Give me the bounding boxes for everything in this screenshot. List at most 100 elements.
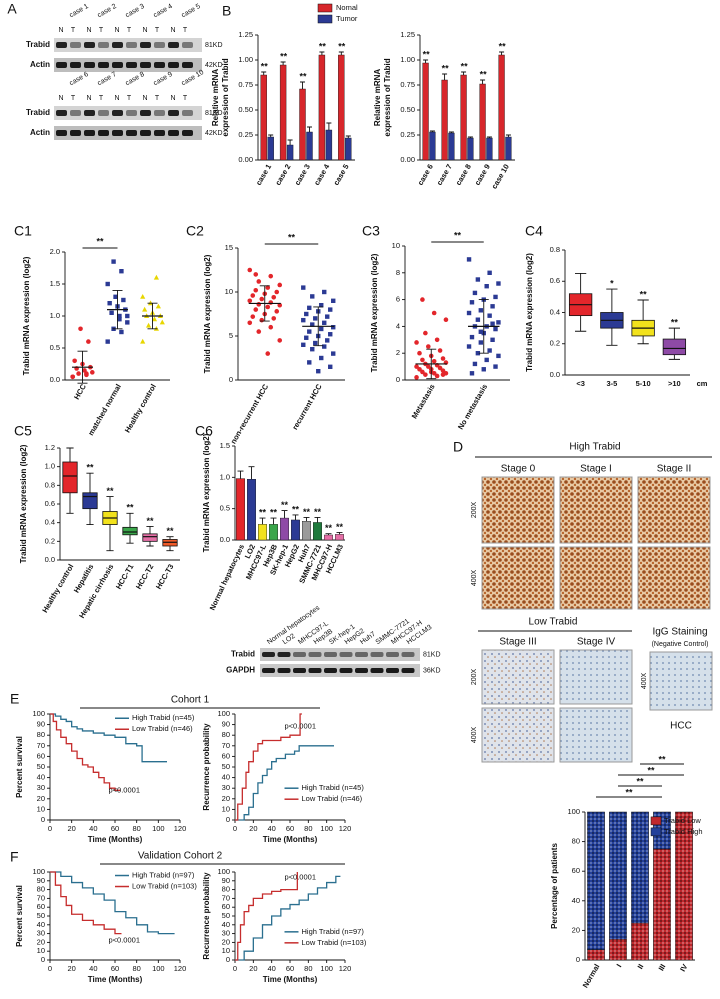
point [78, 326, 83, 332]
y-tick-label: 80 [37, 885, 45, 894]
y-tick-label: 1.00 [238, 55, 253, 64]
x-tick-label: 60 [286, 964, 294, 973]
y-axis-label: Trabid mRNA expression (log2) [19, 444, 28, 563]
blot-band [339, 652, 353, 657]
y-tick-label: 80 [222, 885, 230, 894]
point [268, 324, 274, 330]
x-tick-label: 40 [267, 964, 275, 973]
y-tick-label: 0 [41, 815, 45, 824]
blot-band [168, 110, 179, 116]
stage-label: Stage II [657, 464, 691, 475]
significance: ** [480, 69, 488, 79]
sd-bar [77, 350, 88, 384]
significance: ** [126, 503, 134, 513]
y-tick-label: 50 [222, 911, 230, 920]
blot-band [308, 668, 322, 673]
y-tick-label: 50 [222, 762, 230, 771]
y-axis-label: Trabid mRNA expression (log2) [22, 256, 31, 375]
point [487, 270, 492, 275]
y-tick-label: 0.8 [45, 480, 55, 489]
y-tick-label: 70 [37, 741, 45, 750]
panel-label: C6 [195, 423, 213, 439]
bar [441, 79, 448, 161]
lane-label: N [114, 27, 119, 34]
point [256, 329, 262, 334]
significance: ** [146, 516, 154, 526]
y-tick-label: 10 [37, 946, 45, 955]
bar [318, 54, 326, 161]
magnification-label: 400X [641, 673, 648, 690]
point [76, 371, 81, 376]
point [469, 334, 475, 340]
x-tick-label: 80 [132, 964, 140, 973]
significance: ** [454, 230, 462, 240]
point [331, 351, 336, 356]
x-tick-label: HCC [72, 382, 88, 401]
point [310, 294, 315, 299]
bar [260, 74, 267, 161]
legend-label: Trabid Low [664, 816, 701, 825]
error-bar [268, 134, 274, 137]
error-bar [505, 134, 511, 137]
point [478, 308, 484, 313]
y-tick-label: 20 [222, 794, 230, 803]
x-tick-label: 120 [339, 824, 352, 833]
point [159, 319, 165, 325]
x-tick-label: case 7 [435, 162, 454, 186]
y-tick-label: 100 [32, 867, 45, 876]
point [125, 320, 130, 325]
x-tick-label: 100 [152, 824, 165, 833]
significance: ** [300, 71, 308, 81]
x-tick-label: 40 [89, 824, 97, 833]
point [440, 368, 446, 373]
y-tick-label: 60 [37, 902, 45, 911]
x-tick-label: 40 [267, 824, 275, 833]
blot-band [70, 62, 81, 68]
point [475, 317, 481, 322]
point [490, 321, 495, 326]
km-curve [235, 872, 298, 961]
error-bar [486, 136, 492, 138]
point [313, 316, 318, 321]
blot-band [401, 668, 415, 673]
y-tick-label: 90 [222, 876, 230, 885]
blot-band [140, 62, 151, 68]
error-bar [467, 136, 473, 138]
point [271, 294, 277, 300]
y-tick-label: 40 [37, 920, 45, 929]
point [325, 314, 330, 319]
y-tick-label: 90 [37, 876, 45, 885]
box [122, 526, 138, 536]
point [250, 293, 256, 298]
bar [335, 534, 344, 541]
y-axis-label: Trabid mRNA expression (log2) [370, 253, 379, 372]
point [256, 302, 262, 307]
x-axis-label: Time (Months) [88, 835, 143, 844]
error-bar [461, 71, 467, 75]
y-tick-label: 20 [572, 925, 580, 934]
legend-label: Low Trabid (n=103) [132, 882, 197, 891]
legend-label: High Trabid (n=45) [302, 783, 365, 792]
point [414, 340, 419, 345]
igg-title: IgG Staining [652, 627, 707, 638]
lane-label: T [155, 27, 160, 34]
bar [325, 129, 333, 161]
bar [422, 62, 429, 161]
y-tick-label: 10 [37, 804, 45, 813]
y-tick-label: 40 [222, 920, 230, 929]
blot-band [293, 668, 306, 673]
case-label: case 9 [152, 71, 173, 87]
blot-band [140, 42, 151, 48]
blot-band [308, 652, 322, 657]
y-axis-label: Recurrence probability [202, 872, 211, 960]
y-tick-label: 0 [576, 955, 580, 964]
point [496, 320, 501, 325]
y-tick-label: 0.6 [45, 499, 55, 508]
blot-band [262, 668, 275, 673]
magnification-label: 400X [471, 570, 478, 587]
ihc-image [637, 546, 711, 610]
y-axis-label: Recurrence probability [202, 723, 211, 811]
x-tick-label: recurrent HCC [290, 382, 324, 431]
blot-band [112, 62, 123, 68]
sd-bar [478, 299, 489, 354]
